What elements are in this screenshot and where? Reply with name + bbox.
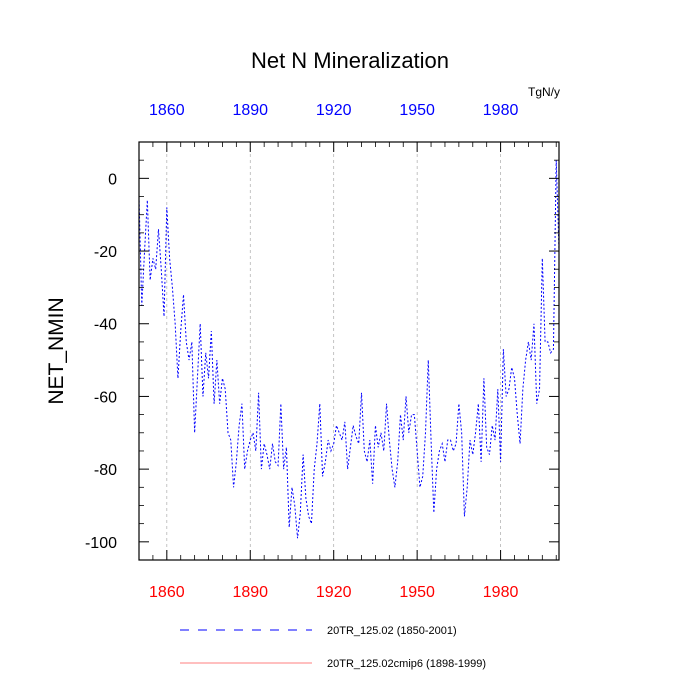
- plot-frame: [138, 141, 560, 561]
- legend-label-series-2: 20TR_125.02cmip6 (1898-1999): [327, 658, 486, 670]
- grid-lines: [166, 142, 501, 560]
- series-line-1: [138, 160, 560, 539]
- series-layer: [138, 160, 560, 539]
- x-tick-label-bottom-1890: 1890: [232, 584, 268, 601]
- axis-ticks: [139, 142, 559, 560]
- x-tick-label-top-1920: 1920: [316, 102, 352, 119]
- x-tick-label-top-1890: 1890: [232, 102, 268, 119]
- x-tick-label-top-1950: 1950: [399, 102, 435, 119]
- y-tick-label--40: -40: [94, 317, 117, 334]
- y-tick-label-0: 0: [108, 171, 117, 188]
- x-tick-label-top-1980: 1980: [483, 102, 519, 119]
- units-label: TgN/y: [528, 85, 560, 99]
- chart-title: Net N Mineralization: [251, 48, 449, 73]
- x-tick-label-bottom-1920: 1920: [316, 584, 352, 601]
- tick-labels: 1860 1860 1890 1890 1920 1920 1950 1950 1980 1980…: [85, 102, 519, 601]
- y-tick-label--100: -100: [85, 535, 117, 552]
- x-tick-label-bottom-1860: 1860: [149, 584, 185, 601]
- y-tick-label--60: -60: [94, 389, 117, 406]
- y-tick-label--20: -20: [94, 244, 117, 261]
- y-tick-label--80: -80: [94, 462, 117, 479]
- x-tick-label-bottom-1950: 1950: [399, 584, 435, 601]
- x-tick-label-top-1860: 1860: [149, 102, 185, 119]
- y-axis-label: NET_NMIN: [45, 297, 68, 404]
- legend-label-series-1: 20TR_125.02 (1850-2001): [327, 625, 457, 637]
- legend: 20TR_125.02 (1850-2001) 20TR_125.02cmip6…: [180, 625, 486, 670]
- x-tick-label-bottom-1980: 1980: [483, 584, 519, 601]
